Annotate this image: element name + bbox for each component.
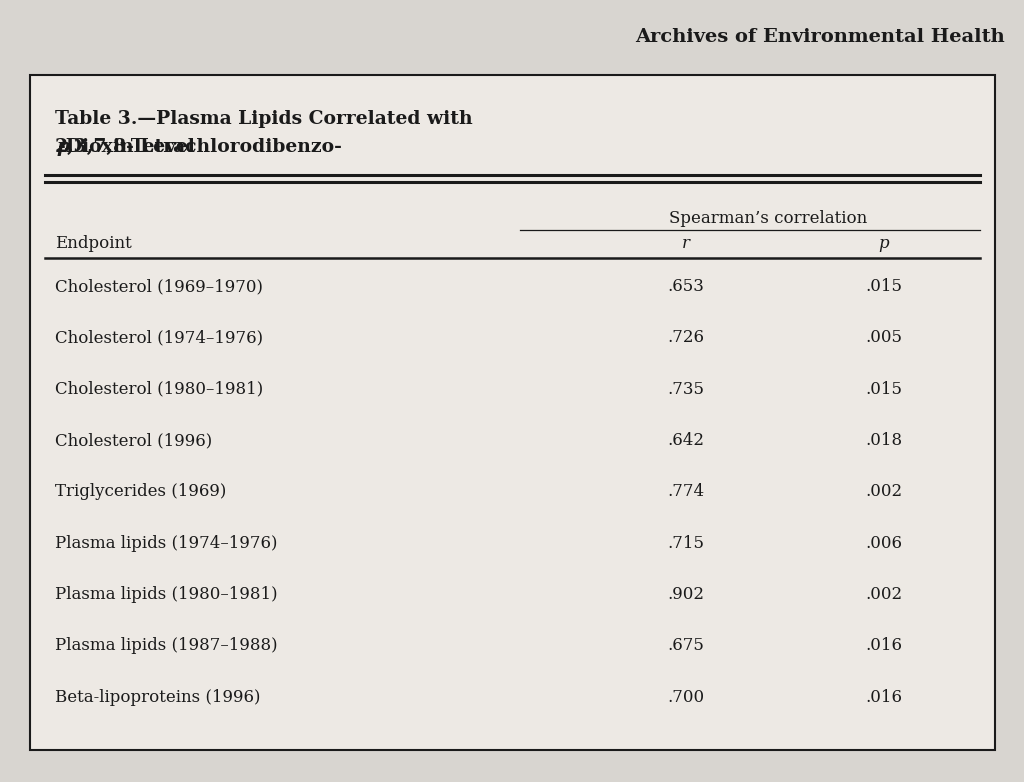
Text: .715: .715 (668, 535, 705, 551)
Text: Endpoint: Endpoint (55, 235, 132, 252)
Bar (30, 75, 995, 750)
Text: Beta-lipoproteins (1996): Beta-lipoproteins (1996) (55, 689, 260, 705)
Text: .002: .002 (865, 586, 902, 603)
Text: .016: .016 (865, 689, 902, 705)
Text: Plasma lipids (1980–1981): Plasma lipids (1980–1981) (55, 586, 278, 603)
Text: Table 3.—Plasma Lipids Correlated with: Table 3.—Plasma Lipids Correlated with (55, 110, 473, 128)
Text: Cholesterol (1980–1981): Cholesterol (1980–1981) (55, 381, 263, 398)
Text: Triglycerides (1969): Triglycerides (1969) (55, 483, 226, 500)
Text: -Dioxin Level: -Dioxin Level (57, 138, 195, 156)
Text: p: p (879, 235, 889, 252)
Text: .642: .642 (668, 432, 705, 449)
Text: p: p (56, 138, 70, 156)
Text: Plasma lipids (1974–1976): Plasma lipids (1974–1976) (55, 535, 278, 551)
Text: .015: .015 (865, 278, 902, 295)
Text: Cholesterol (1974–1976): Cholesterol (1974–1976) (55, 329, 263, 346)
Text: .653: .653 (668, 278, 705, 295)
Text: 2,3,7,8-Tetrachlorodibenzo-: 2,3,7,8-Tetrachlorodibenzo- (55, 138, 343, 156)
Text: .735: .735 (668, 381, 705, 398)
Text: r: r (682, 235, 690, 252)
Text: .774: .774 (668, 483, 705, 500)
Text: .902: .902 (668, 586, 705, 603)
Text: .006: .006 (865, 535, 902, 551)
Text: .726: .726 (668, 329, 705, 346)
Text: .700: .700 (668, 689, 705, 705)
Text: .675: .675 (668, 637, 705, 655)
Text: Archives of Environmental Health: Archives of Environmental Health (635, 28, 1005, 46)
Text: Cholesterol (1969–1970): Cholesterol (1969–1970) (55, 278, 263, 295)
Text: .005: .005 (865, 329, 902, 346)
Text: .002: .002 (865, 483, 902, 500)
Text: Spearman’s correlation: Spearman’s correlation (669, 210, 867, 227)
Text: .018: .018 (865, 432, 902, 449)
Text: .016: .016 (865, 637, 902, 655)
Text: Cholesterol (1996): Cholesterol (1996) (55, 432, 212, 449)
Text: Plasma lipids (1987–1988): Plasma lipids (1987–1988) (55, 637, 278, 655)
Text: .015: .015 (865, 381, 902, 398)
